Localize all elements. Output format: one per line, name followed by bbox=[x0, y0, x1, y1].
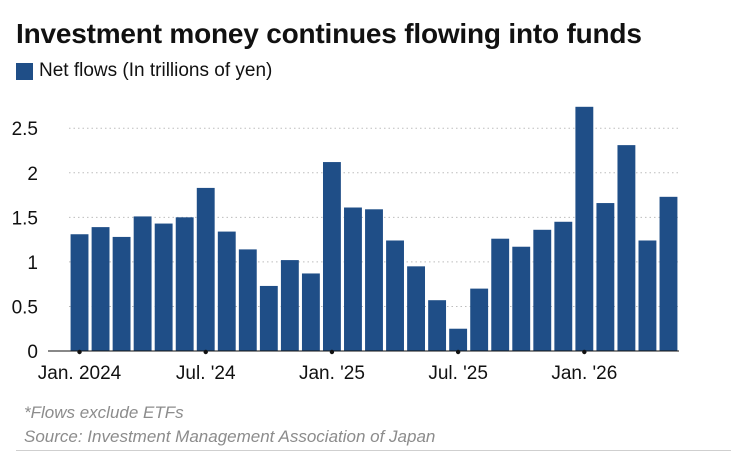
bar bbox=[659, 196, 678, 351]
bar bbox=[112, 236, 131, 351]
footnote-note: *Flows exclude ETFs bbox=[24, 403, 184, 422]
bar bbox=[386, 240, 404, 351]
y-tick-label: 2.5 bbox=[12, 119, 38, 140]
bar bbox=[133, 216, 152, 351]
x-tick-mark bbox=[203, 349, 208, 355]
legend: Net flows (In trillions of yen) bbox=[16, 60, 272, 82]
bar bbox=[344, 207, 362, 351]
bar bbox=[512, 246, 531, 351]
footnote-source: Source: Investment Management Associatio… bbox=[24, 427, 436, 446]
bar bbox=[70, 234, 89, 351]
chart-title: Investment money continues flowing into … bbox=[16, 18, 642, 49]
bar bbox=[259, 285, 278, 351]
bar bbox=[91, 227, 110, 351]
bar bbox=[322, 162, 341, 351]
bar bbox=[175, 217, 194, 351]
y-tick-label: 0 bbox=[27, 342, 38, 363]
bar bbox=[428, 300, 447, 351]
y-tick-label: 1 bbox=[27, 253, 38, 274]
x-tick-label: Jul. '24 bbox=[176, 363, 236, 384]
bar bbox=[596, 203, 615, 351]
x-tick-label: Jan. '25 bbox=[299, 363, 365, 384]
bar bbox=[365, 209, 383, 351]
x-tick-mark bbox=[582, 349, 587, 355]
bar bbox=[217, 231, 236, 351]
bar bbox=[533, 229, 552, 351]
x-tick-mark bbox=[77, 349, 82, 355]
x-tick-label: Jan. 2024 bbox=[38, 363, 122, 384]
bar bbox=[238, 249, 257, 351]
bar bbox=[470, 288, 489, 351]
x-tick-label: Jan. '26 bbox=[551, 363, 617, 384]
legend-label: Net flows (In trillions of yen) bbox=[39, 60, 273, 81]
bar bbox=[638, 240, 657, 351]
bar bbox=[407, 266, 426, 351]
y-tick-label: 1.5 bbox=[12, 208, 38, 229]
bar bbox=[491, 238, 510, 351]
bar bbox=[154, 223, 173, 351]
y-tick-label: 0.5 bbox=[12, 297, 38, 318]
bar bbox=[196, 187, 215, 351]
x-tick-mark bbox=[455, 349, 461, 355]
legend-swatch bbox=[16, 62, 33, 80]
bar-chart: 0 0.5 1 1.5 2 2.5 Jan. 2024 Jul. '24 Jan. '25 Jul… bbox=[12, 106, 679, 384]
bar bbox=[617, 145, 636, 351]
bar bbox=[301, 273, 320, 351]
bar bbox=[554, 221, 573, 351]
bar bbox=[449, 328, 468, 351]
bar bbox=[280, 260, 299, 351]
bar bbox=[575, 106, 594, 352]
bottom-divider bbox=[16, 450, 731, 451]
y-tick-label: 2 bbox=[27, 164, 38, 185]
x-tick-label: Jul. '25 bbox=[428, 363, 488, 384]
x-tick-mark bbox=[329, 349, 335, 355]
